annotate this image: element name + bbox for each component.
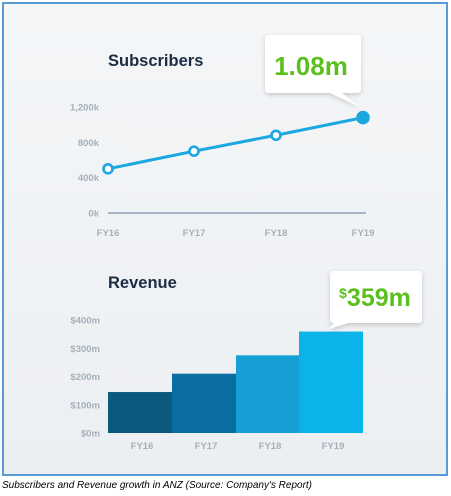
revenue-x-tick-label: FY19 (322, 441, 345, 452)
subscribers-point (188, 145, 200, 157)
subscribers-x-tick-label: FY19 (352, 228, 375, 239)
revenue-title: Revenue (108, 274, 177, 292)
revenue-bar (236, 355, 300, 433)
revenue-callout-value: $359m (339, 284, 411, 312)
revenue-x-tick-label: FY16 (131, 441, 154, 452)
revenue-y-tick-label: $300m (70, 344, 100, 355)
revenue-bar (108, 392, 172, 433)
chart-figure: Subscribers 0k 400k 800k 1,200k FY16 FY17 FY1… (2, 2, 448, 476)
revenue-bar (172, 373, 236, 433)
revenue-y-tick-label: $100m (70, 400, 100, 411)
revenue-callout-prefix: $ (339, 285, 347, 301)
revenue-y-tick-label: $400m (70, 316, 100, 327)
revenue-x-tick-label: FY17 (195, 441, 218, 452)
subscribers-y-tick-label: 800k (78, 138, 100, 149)
subscribers-x-tick-label: FY17 (183, 228, 206, 239)
subscribers-point (270, 129, 282, 142)
subscribers-callout: 1.08m (265, 35, 361, 107)
revenue-callout: $359m (329, 271, 422, 329)
charts-svg: Subscribers 0k 400k 800k 1,200k FY16 FY17 FY1… (70, 35, 422, 452)
subscribers-x-tick-label: FY18 (265, 228, 288, 239)
revenue-bar (299, 331, 363, 433)
figure-caption: Subscribers and Revenue growth in ANZ (S… (2, 480, 313, 491)
subscribers-callout-value: 1.08m (274, 51, 348, 81)
revenue-y-tick-label: $0m (81, 429, 100, 440)
subscribers-x-tick-label: FY16 (97, 228, 120, 239)
subscribers-title: Subscribers (108, 52, 203, 70)
subscribers-point (356, 110, 370, 125)
revenue-x-tick-label: FY18 (259, 441, 282, 452)
revenue-callout-amount: 359m (347, 284, 411, 312)
subscribers-y-tick-label: 0k (88, 209, 99, 220)
subscribers-y-tick-label: 1,200k (70, 103, 100, 114)
subscribers-line (106, 116, 365, 171)
subscribers-point (102, 163, 114, 175)
subscribers-y-tick-label: 400k (78, 173, 100, 184)
revenue-y-tick-label: $200m (70, 372, 100, 383)
